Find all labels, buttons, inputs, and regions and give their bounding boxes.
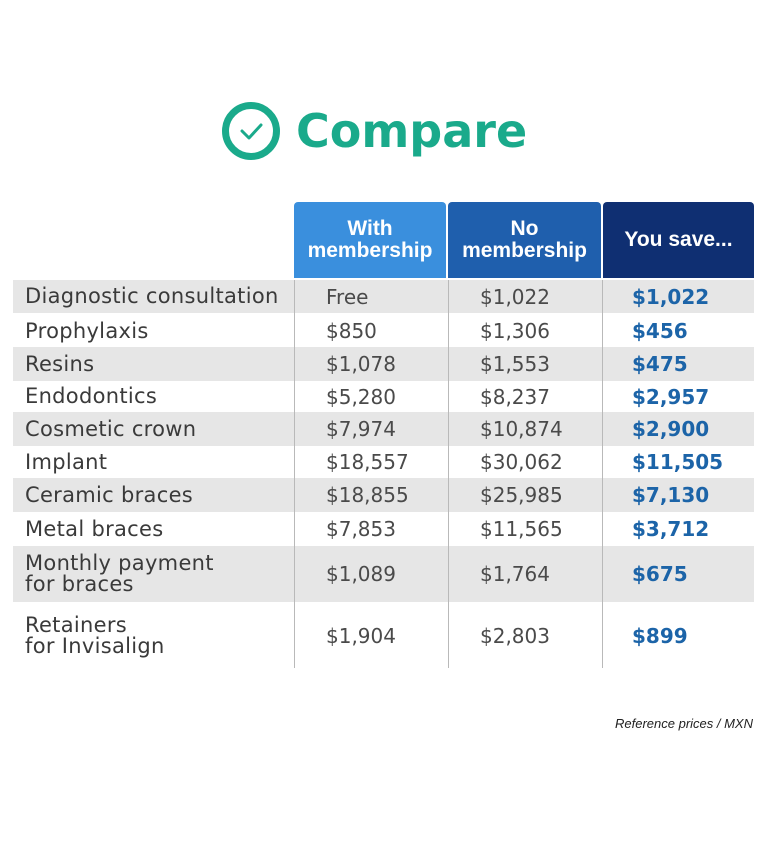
service-label-line1: Monthly payment [25, 551, 214, 575]
service-label-line1: Implant [25, 449, 108, 474]
savings-amount: $2,957 [632, 384, 710, 409]
table-row: Ceramic braces $18,855 $25,985 $7,130 [13, 478, 754, 512]
table-row: Cosmetic crown $7,974 $10,874 $2,900 [13, 412, 754, 446]
no-membership-price: $1,764 [480, 562, 550, 586]
table-row: Implant $18,557 $30,062 $11,505 [13, 447, 754, 477]
header-no-membership: No membership [448, 202, 601, 278]
service-label-line1: Cosmetic crown [25, 416, 197, 441]
table-row: Prophylaxis $850 $1,306 $456 [13, 316, 754, 346]
with-membership-price: $1,078 [326, 352, 396, 376]
with-membership-price: $1,904 [326, 624, 396, 648]
with-membership-price: $1,089 [326, 562, 396, 586]
savings-amount: $1,022 [632, 284, 710, 309]
service-label-line1: Retainers [25, 613, 128, 637]
check-circle-icon [222, 102, 280, 160]
table-row: Endodontics $5,280 $8,237 $2,957 [13, 382, 754, 411]
service-label-line1: Endodontics [25, 384, 158, 408]
savings-amount: $2,900 [632, 417, 710, 441]
column-divider [294, 280, 295, 668]
table-row: Resins $1,078 $1,553 $475 [13, 347, 754, 381]
with-membership-price: $7,974 [326, 417, 396, 441]
column-divider [448, 280, 449, 668]
savings-amount: $7,130 [632, 483, 710, 507]
service-label-line1: Prophylaxis [25, 318, 149, 343]
table-row: Monthly payment for braces $1,089 $1,764 $67… [13, 546, 754, 602]
with-membership-price: Free [326, 284, 369, 309]
service-label-line1: Metal braces [25, 516, 164, 541]
service-label-line2: for braces [25, 572, 134, 596]
no-membership-price: $8,237 [480, 384, 550, 409]
with-membership-price: $5,280 [326, 384, 396, 409]
no-membership-price: $2,803 [480, 624, 550, 648]
service-label: Implant [25, 447, 107, 477]
no-membership-price: $1,553 [480, 352, 550, 376]
no-membership-price: $1,306 [480, 319, 550, 343]
service-label: Ceramic braces [25, 478, 193, 512]
service-label: Resins [25, 347, 94, 381]
savings-amount: $899 [632, 624, 688, 648]
title-text: Compare [296, 104, 528, 158]
no-membership-price: $11,565 [480, 517, 563, 541]
service-label-line2: for Invisalign [25, 634, 165, 658]
footnote: Reference prices / MXN [615, 716, 753, 731]
service-label-line1: Ceramic braces [25, 482, 194, 507]
savings-amount: $3,712 [632, 517, 710, 541]
no-membership-price: $10,874 [480, 417, 563, 441]
service-label-line1: Resins [25, 351, 95, 376]
column-divider [602, 280, 603, 668]
service-label: Monthly payment for braces [25, 546, 214, 602]
service-label: Endodontics [25, 382, 157, 411]
table-row: Retainers for Invisalign $1,904 $2,803 $899 [13, 604, 754, 668]
service-label: Metal braces [25, 513, 164, 545]
no-membership-price: $25,985 [480, 483, 563, 507]
no-membership-price: $30,062 [480, 450, 563, 474]
savings-amount: $475 [632, 352, 688, 376]
service-label: Retainers for Invisalign [25, 604, 165, 668]
page-title: Compare [222, 96, 527, 166]
header-with-membership: With membership [294, 202, 446, 278]
with-membership-price: $18,855 [326, 483, 409, 507]
header-you-save: You save... [603, 202, 754, 278]
with-membership-price: $18,557 [326, 450, 409, 474]
table-row: Metal braces $7,853 $11,565 $3,712 [13, 513, 754, 545]
service-label: Prophylaxis [25, 316, 149, 346]
with-membership-price: $850 [326, 319, 377, 343]
service-label-line1: Diagnostic consultation [25, 284, 279, 308]
table-row: Diagnostic consultation Free $1,022 $1,022 [13, 280, 754, 313]
savings-amount: $675 [632, 562, 688, 586]
service-label: Diagnostic consultation [25, 280, 279, 313]
savings-amount: $456 [632, 319, 688, 343]
savings-amount: $11,505 [632, 450, 724, 474]
no-membership-price: $1,022 [480, 284, 550, 309]
with-membership-price: $7,853 [326, 517, 396, 541]
service-label: Cosmetic crown [25, 412, 196, 446]
